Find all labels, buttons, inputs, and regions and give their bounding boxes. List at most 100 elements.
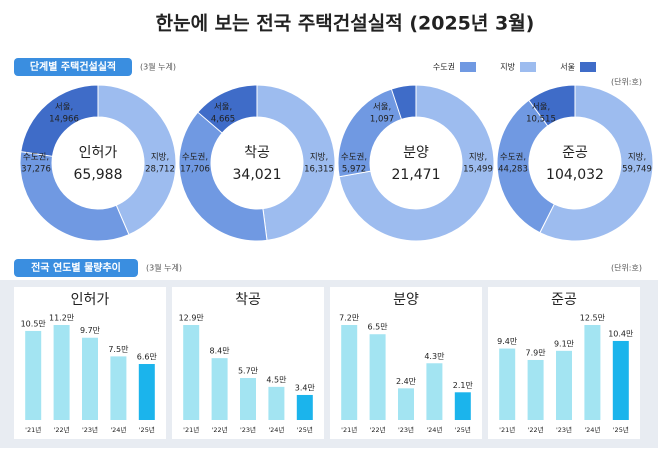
bar — [25, 330, 42, 420]
bar-label: 2.4만 — [396, 377, 417, 386]
bar — [183, 325, 200, 420]
donut-segment — [338, 84, 495, 242]
bar-label: 3.4만 — [295, 383, 316, 392]
bar-label: 4.3만 — [424, 352, 445, 361]
bar — [499, 348, 516, 420]
segment-value: 5,972 — [342, 165, 366, 175]
donut-segment — [197, 84, 258, 134]
section-title: 단계별 주택건설실적 — [30, 60, 116, 73]
donut-title: 착공 — [244, 145, 270, 161]
bar — [240, 378, 256, 420]
x-tick-label: '23년 — [556, 425, 572, 434]
bar — [426, 363, 443, 420]
panel-title: 준공 — [551, 292, 577, 308]
unit-note: (단위:호) — [611, 77, 642, 87]
section-pill — [14, 259, 138, 277]
bar-label: 9.7만 — [80, 326, 101, 335]
panel-title: 인허가 — [71, 292, 110, 308]
segment-value: 44,283 — [498, 165, 528, 175]
segment-name: 수도권, — [341, 152, 367, 163]
unit-note: (단위:호) — [611, 263, 642, 273]
bar-label: 12.5만 — [580, 314, 606, 323]
segment-value: 10,515 — [526, 115, 556, 125]
bar-label: 9.4만 — [497, 337, 518, 346]
donut-center — [531, 119, 619, 207]
bar-label: 7.5만 — [108, 345, 129, 354]
segment-value: 28,712 — [145, 165, 175, 175]
donut-segment — [20, 84, 99, 157]
legend-swatch — [460, 62, 476, 72]
bar-label: 2.1만 — [453, 381, 474, 390]
donut-center — [54, 119, 142, 207]
segment-value: 37,276 — [21, 165, 51, 175]
segment-value: 4,665 — [211, 115, 235, 125]
x-tick-label: '25년 — [455, 425, 471, 434]
x-tick-label: '22년 — [370, 425, 386, 434]
legend-label: 서울 — [560, 63, 575, 72]
bar — [268, 386, 285, 420]
x-tick-label: '25년 — [139, 425, 155, 434]
donut-segment — [390, 84, 417, 120]
bar-label: 4.5만 — [266, 375, 287, 384]
bar-label: 10.4만 — [608, 329, 634, 338]
x-tick-label: '23년 — [240, 425, 256, 434]
bar-label: 10.5만 — [21, 319, 47, 328]
legend-swatch — [580, 62, 596, 72]
segment-value: 16,315 — [304, 165, 334, 175]
legend-label: 수도권 — [433, 62, 455, 72]
x-tick-label: '24년 — [110, 425, 126, 434]
bar — [341, 325, 358, 420]
donut-total: 65,988 — [74, 167, 123, 183]
donut-center — [372, 119, 460, 207]
segment-name: 지방, — [151, 152, 169, 163]
donut-segment — [539, 84, 654, 242]
legend-swatch — [520, 62, 536, 72]
donut-total: 21,471 — [392, 167, 441, 183]
x-tick-label: '24년 — [426, 425, 442, 434]
donut-title: 준공 — [562, 145, 588, 161]
donut-title: 분양 — [403, 145, 429, 161]
x-tick-label: '22년 — [54, 425, 70, 434]
donut-center — [213, 119, 301, 207]
bar-label: 5.7만 — [238, 367, 259, 376]
section-note: (3월 누계) — [140, 62, 176, 72]
segment-value: 15,499 — [463, 165, 493, 175]
bar-label: 8.4만 — [210, 347, 231, 356]
panel-title: 분양 — [393, 292, 419, 308]
segment-name: 서울, — [214, 103, 232, 113]
segment-value: 59,749 — [622, 165, 652, 175]
x-tick-label: '21년 — [499, 425, 515, 434]
bar-label: 7.2만 — [339, 314, 360, 323]
segment-name: 수도권, — [182, 152, 208, 163]
x-tick-label: '21년 — [183, 425, 199, 434]
bar — [138, 364, 155, 420]
segment-value: 1,097 — [370, 115, 394, 125]
x-tick-label: '21년 — [341, 425, 357, 434]
x-tick-label: '24년 — [268, 425, 284, 434]
segment-name: 지방, — [310, 152, 328, 163]
x-tick-label: '21년 — [25, 425, 41, 434]
donut-segment — [528, 84, 576, 127]
segment-name: 지방, — [469, 152, 487, 163]
x-tick-label: '24년 — [584, 425, 600, 434]
x-tick-label: '25년 — [613, 425, 629, 434]
legend-label: 지방 — [500, 62, 515, 72]
bar — [454, 392, 471, 420]
segment-value: 17,706 — [180, 165, 210, 175]
segment-name: 서울, — [373, 103, 391, 113]
donut-segment — [97, 84, 177, 236]
bar-label: 7.9만 — [526, 348, 547, 357]
bar — [369, 334, 386, 420]
bar — [211, 358, 228, 420]
segment-value: 14,966 — [49, 115, 79, 125]
x-tick-label: '22년 — [212, 425, 228, 434]
bar — [53, 325, 70, 420]
donut-segment — [256, 84, 336, 241]
page-title: 한눈에 보는 전국 주택건설실적 (2025년 3월) — [156, 13, 535, 35]
bar — [398, 388, 414, 420]
bar — [527, 359, 544, 420]
bar — [612, 340, 629, 420]
segment-name: 지방, — [628, 152, 646, 163]
